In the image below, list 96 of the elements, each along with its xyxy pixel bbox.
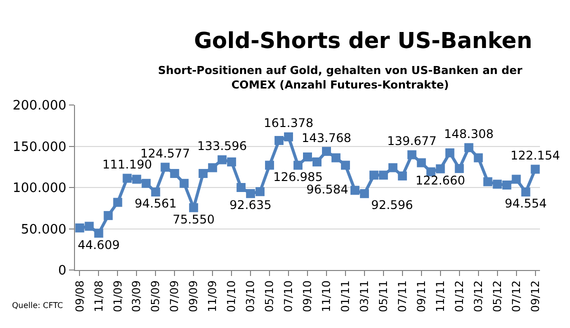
x-tick-label: 07/12 [510, 280, 523, 312]
y-tick-label: 0 [58, 264, 66, 279]
point [388, 163, 398, 172]
point [142, 178, 151, 188]
point [274, 136, 284, 145]
point [246, 189, 256, 198]
point [104, 211, 113, 220]
point [94, 228, 104, 238]
point [464, 143, 474, 152]
point [198, 168, 208, 178]
x-tick-label: 01/09 [111, 280, 124, 312]
point [303, 152, 312, 162]
point [378, 170, 388, 180]
x-tick-label: 05/10 [263, 280, 276, 312]
data-label: 133.596 [197, 139, 247, 154]
point [284, 132, 294, 142]
data-label: 161.378 [264, 116, 314, 130]
point [75, 223, 84, 232]
point [474, 153, 483, 162]
x-tick-label: 09/08 [73, 280, 86, 312]
point [312, 157, 322, 166]
y-tick-label: 100.000 [12, 181, 66, 196]
point [340, 160, 350, 170]
point [398, 171, 407, 180]
x-tick-label: 03/12 [472, 280, 485, 312]
point [189, 203, 198, 212]
point [132, 174, 142, 184]
x-tick-label: 09/12 [528, 280, 542, 312]
x-tick-label: 05/09 [149, 280, 162, 312]
data-label: 122.154 [510, 148, 560, 163]
x-tick-label: 01/10 [225, 280, 238, 312]
point [331, 153, 340, 162]
data-label: 94.554 [504, 196, 547, 211]
data-label: 139.677 [387, 134, 437, 148]
point [407, 150, 416, 160]
point [236, 183, 246, 192]
x-tick-label: 09/10 [301, 280, 314, 312]
x-tick-label: 05/11 [376, 280, 390, 312]
x-tick-label: 07/11 [396, 280, 409, 312]
x-tick-label: 09/09 [187, 280, 200, 312]
data-label: 75.550 [172, 212, 215, 226]
data-label: 92.596 [371, 198, 414, 212]
point [265, 160, 274, 170]
y-tick-label: 200.000 [12, 98, 66, 114]
data-label: 143.768 [302, 130, 352, 145]
data-label: 92.635 [230, 198, 272, 212]
point [445, 148, 454, 158]
x-tick-label: 05/12 [490, 280, 504, 312]
data-label: 44.609 [78, 238, 120, 252]
x-tick-label: 03/09 [130, 280, 144, 312]
point [113, 198, 122, 207]
data-label: 122.660 [416, 173, 466, 188]
chart-title: Gold-Shorts der US-Banken [194, 29, 532, 54]
point [84, 222, 94, 231]
point [170, 168, 180, 178]
point [208, 163, 218, 172]
point [416, 158, 426, 168]
point [454, 164, 464, 174]
point [227, 157, 236, 166]
x-tick-label: 11/09 [206, 280, 220, 312]
x-tick-label: 11/11 [434, 280, 447, 312]
point [180, 178, 189, 188]
source-note: Quelle: CFTC [12, 301, 64, 310]
x-tick-label: 07/09 [168, 280, 182, 312]
y-tick-label: 50.000 [20, 222, 66, 238]
point [256, 187, 265, 196]
data-label: 126.985 [273, 170, 323, 184]
point [160, 162, 170, 172]
point [436, 164, 445, 174]
point [322, 146, 331, 156]
point [218, 155, 227, 164]
data-label: 94.561 [134, 196, 177, 211]
point [369, 170, 378, 180]
point [492, 180, 502, 189]
data-label: 96.584 [306, 182, 348, 196]
x-tick-label: 03/10 [244, 280, 258, 312]
x-tick-label: 09/11 [414, 280, 428, 312]
x-tick-label: 07/10 [282, 280, 296, 312]
chart-subtitle: Short-Positionen auf Gold, gehalten von US-Banken an der COMEX (Anzahl Futures-Kontrakte) [158, 64, 523, 92]
point [350, 186, 360, 195]
point [512, 174, 521, 184]
data-label: 148.308 [444, 127, 494, 142]
point [294, 160, 303, 170]
y-tick-label: 150.000 [12, 140, 66, 155]
point [360, 189, 369, 198]
point [530, 164, 540, 174]
x-tick-label: 11/10 [320, 280, 334, 312]
x-tick-label: 11/08 [92, 280, 106, 312]
x-tick-label: 01/11 [339, 280, 352, 312]
point [122, 174, 132, 183]
x-tick-label: 01/12 [452, 280, 466, 312]
point [521, 187, 530, 196]
point [502, 180, 512, 190]
point [151, 187, 160, 196]
x-tick-label: 03/11 [358, 280, 372, 312]
point [483, 177, 492, 186]
